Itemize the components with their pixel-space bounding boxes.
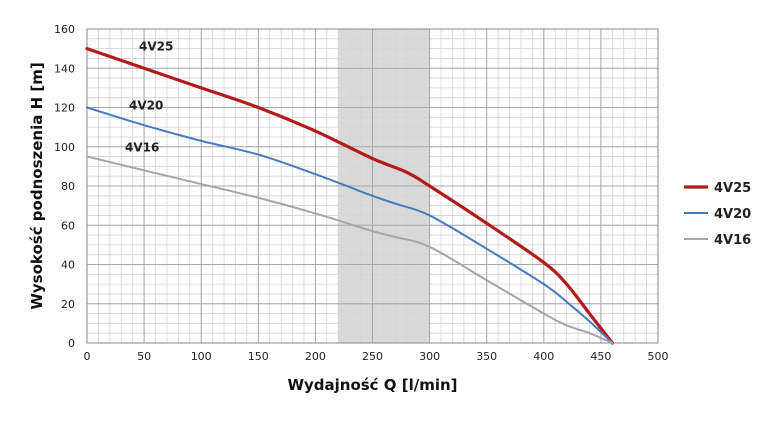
y-tick-label: 140 — [54, 62, 75, 75]
x-axis-title: Wydajność Q [l/min] — [287, 376, 457, 394]
x-tick-label: 500 — [648, 350, 669, 363]
x-tick-label: 200 — [305, 350, 326, 363]
plot-frame — [86, 28, 659, 344]
legend-label-4v20: 4V20 — [714, 207, 751, 222]
y-tick-label: 40 — [61, 259, 75, 272]
y-tick-label: 100 — [54, 141, 75, 154]
x-tick-label: 50 — [137, 350, 151, 363]
x-tick-label: 150 — [248, 350, 269, 363]
x-tick-label: 400 — [533, 350, 554, 363]
x-tick-label: 0 — [84, 350, 91, 363]
series-label-4v20: 4V20 — [129, 99, 163, 113]
x-tick-label: 450 — [590, 350, 611, 363]
y-tick-label: 0 — [68, 337, 75, 350]
legend-label-4v16: 4V16 — [714, 233, 751, 248]
series-label-4v25: 4V25 — [139, 40, 173, 54]
y-axis-title: Wysokość podnoszenia H [m] — [28, 62, 46, 309]
y-tick-labels: 0 20 40 60 80 100 120 140 160 — [54, 23, 75, 350]
x-tick-label: 350 — [476, 350, 497, 363]
series-line-4v16 — [86, 155, 614, 344]
series-line-4v25 — [85, 47, 614, 345]
series-label-4v16: 4V16 — [125, 141, 159, 155]
x-tick-label: 250 — [362, 350, 383, 363]
series-lines — [85, 47, 614, 345]
axes — [86, 28, 659, 344]
series-inline-labels: 4V25 4V20 4V16 — [125, 40, 173, 155]
y-tick-label: 160 — [54, 23, 75, 36]
legend: 4V25 4V20 4V16 — [684, 181, 751, 248]
y-tick-label: 20 — [61, 298, 75, 311]
x-tick-labels: 0 50 100 150 200 250 300 350 400 450 500 — [84, 350, 669, 363]
x-tick-label: 100 — [191, 350, 212, 363]
series-line-4v20 — [86, 106, 614, 344]
legend-label-4v25: 4V25 — [714, 181, 751, 196]
y-tick-label: 120 — [54, 102, 75, 115]
x-tick-label: 300 — [419, 350, 440, 363]
y-tick-label: 60 — [61, 219, 75, 232]
y-tick-label: 80 — [61, 180, 75, 193]
